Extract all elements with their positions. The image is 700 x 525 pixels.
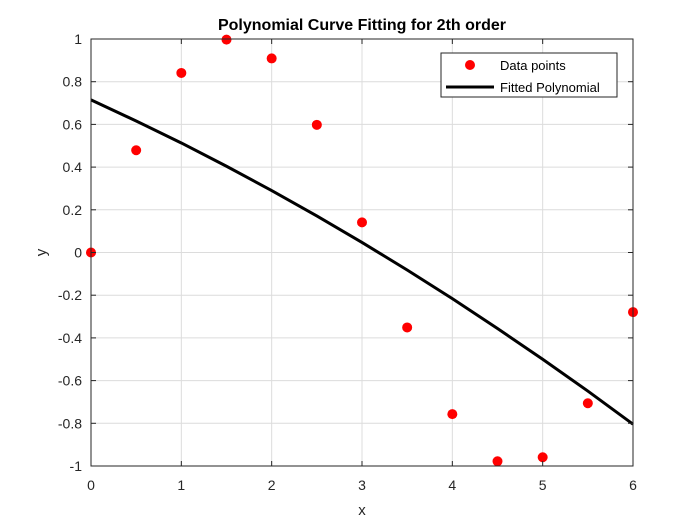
y-tick-label: -0.8 — [58, 415, 82, 431]
x-tick-label: 3 — [358, 477, 366, 493]
y-tick-label: 0 — [74, 245, 82, 261]
data-point — [311, 119, 322, 130]
x-tick-label: 1 — [177, 477, 185, 493]
x-tick-label: 2 — [268, 477, 276, 493]
data-point — [537, 452, 548, 463]
data-point — [492, 456, 503, 467]
data-point — [221, 34, 232, 45]
y-tick-label: 0.6 — [63, 116, 83, 132]
x-tick-label: 6 — [629, 477, 637, 493]
legend-marker-data-points — [465, 60, 475, 70]
data-point — [402, 322, 413, 333]
y-tick-label: -1 — [70, 458, 83, 474]
data-point — [176, 67, 187, 78]
ticks: 0 1 2 3 4 5 6 -1 -0.8 -0.6 -0.4 -0.2 0 0.2 0.4 0.6 0.8 1 — [58, 31, 637, 493]
y-tick-label: -0.4 — [58, 330, 82, 346]
y-tick-label: 0.2 — [63, 202, 83, 218]
chart-title: Polynomial Curve Fitting for 2th order — [218, 17, 506, 34]
data-point — [131, 145, 142, 156]
x-tick-label: 4 — [448, 477, 456, 493]
x-tick-label: 0 — [87, 477, 95, 493]
fitted-polynomial-line — [90, 98, 634, 426]
y-tick-label: -0.6 — [58, 373, 82, 389]
y-tick-label: 0.8 — [63, 74, 83, 90]
y-axis-label: y — [33, 248, 50, 256]
y-tick-label: 0.4 — [63, 159, 83, 175]
legend-label-data-points: Data points — [500, 58, 566, 73]
data-point — [357, 217, 367, 228]
legend: Data points Fitted Polynomial — [440, 52, 618, 98]
plot-content — [86, 34, 638, 467]
x-axis-label: x — [358, 502, 366, 519]
y-tick-label: -0.2 — [58, 287, 82, 303]
data-point — [447, 409, 458, 420]
x-tick-label: 5 — [539, 477, 547, 493]
legend-label-fitted-polynomial: Fitted Polynomial — [500, 80, 600, 95]
y-tick-label: 1 — [74, 31, 82, 47]
data-point — [582, 398, 593, 409]
data-point — [266, 53, 277, 64]
